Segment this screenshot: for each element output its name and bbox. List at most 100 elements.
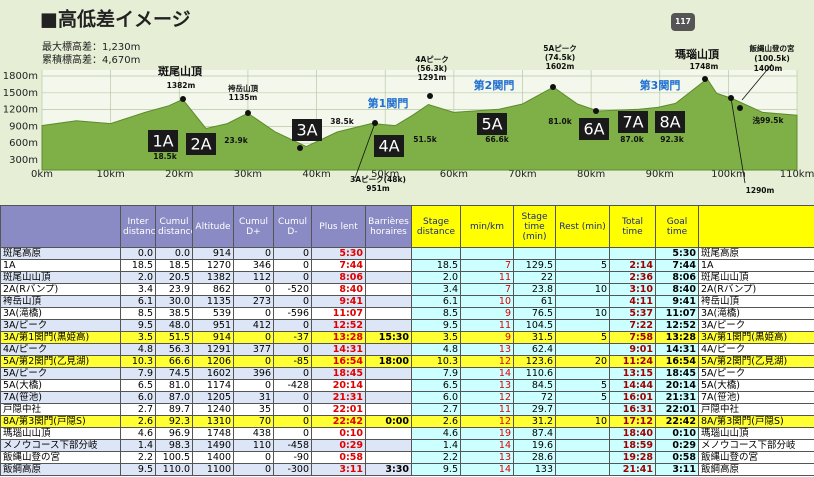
cell: 96.9 [155, 427, 193, 440]
cell: 7 [460, 283, 514, 296]
cell: 1206 [192, 355, 234, 368]
cell: 2A(Rバンプ) [698, 283, 814, 296]
cell: 10.3 [411, 355, 461, 368]
cell: 3A/ピーク [0, 319, 121, 332]
cell: 10.3 [120, 355, 156, 368]
header-cell [0, 205, 121, 248]
cell: 18:45 [655, 367, 699, 380]
header-row: Inter distanceCumul distanceAltitudeCumu… [0, 205, 814, 248]
cell [365, 403, 412, 416]
cell: 12 [460, 391, 514, 404]
cell: 12:52 [311, 319, 366, 332]
cell: 3.5 [120, 331, 156, 344]
cell: 4A/ピーク [0, 343, 121, 356]
cell: 5 [555, 379, 610, 392]
cell [555, 247, 610, 260]
peak-label: 38.5k [330, 117, 355, 126]
cell: 104.5 [513, 319, 556, 332]
peak-label: 951m [366, 184, 390, 193]
cell: 6.5 [120, 379, 156, 392]
cell: 11 [460, 403, 514, 416]
header-cell: Stage time (min) [513, 205, 556, 248]
peak-label: (74.5k) [545, 53, 575, 62]
cell: 3A/第1関門(黒姫高) [698, 331, 814, 344]
peak-label: 1748m [690, 62, 719, 71]
peak-label: 第2関門 [474, 78, 515, 92]
cell: 7:44 [311, 259, 366, 272]
header-cell: Total time [609, 205, 656, 248]
cell: 1270 [192, 259, 234, 272]
cell: 7A(笹池) [698, 391, 814, 404]
cell: 13:28 [311, 331, 366, 344]
cell: 2A(Rバンプ) [0, 283, 121, 296]
chart-title: ■高低差イメージ [40, 8, 191, 31]
header-cell: min/km [460, 205, 514, 248]
cell: メノウコース下部分岐 [0, 439, 121, 452]
peak-label: 23.9k [224, 136, 249, 145]
cell: 3.5 [411, 331, 461, 344]
y-tick-label: 1500m [3, 88, 38, 99]
cell: 0 [233, 379, 274, 392]
cell: 13 [460, 343, 514, 356]
x-tick-label: 0km [31, 169, 53, 180]
cell: 2:36 [609, 271, 656, 284]
x-tick-label: 90km [646, 169, 674, 180]
cell: 0.0 [120, 247, 156, 260]
cell: 3:11 [311, 463, 366, 476]
cell [555, 367, 610, 380]
cell: 0 [233, 247, 274, 260]
x-tick-label: 50km [371, 169, 399, 180]
cell: 19:28 [609, 451, 656, 464]
station-label: 8A [659, 113, 680, 132]
peak-label: 1291m [418, 73, 447, 82]
cell: 2.2 [120, 451, 156, 464]
peak-label: 5Aピーク [543, 43, 577, 53]
cell: 2:14 [609, 259, 656, 272]
x-tick-label: 20km [165, 169, 193, 180]
cell: 48.0 [155, 319, 193, 332]
cell: 1174 [192, 379, 234, 392]
cell: 10 [460, 295, 514, 308]
cell: 斑尾山山頂 [698, 271, 814, 284]
cell: 4.8 [411, 343, 461, 356]
cell: 29.7 [513, 403, 556, 416]
cell: 斑尾高原 [698, 247, 814, 260]
cell: 1A [698, 259, 814, 272]
y-tick-label: 600m [9, 138, 38, 149]
peak-label: 4Aピーク [415, 54, 449, 64]
cell [365, 283, 412, 296]
cell [365, 343, 412, 356]
cell: 9:41 [655, 295, 699, 308]
peak-label: (56.3k) [417, 64, 447, 73]
cell: -520 [273, 283, 312, 296]
cell: 3.4 [120, 283, 156, 296]
cell: 飯綱高原 [0, 463, 121, 476]
cell: 89.7 [155, 403, 193, 416]
peak-label: 袴岳山頂 [227, 83, 258, 93]
cell [555, 295, 610, 308]
cell: 51.5 [155, 331, 193, 344]
cell: 5 [555, 259, 610, 272]
x-tick-label: 110km [780, 169, 814, 180]
cell: 8.5 [120, 307, 156, 320]
cell: 0 [233, 307, 274, 320]
row: 5A(大橋) 6.5 81.0 1174 0 -428 20:14 6.5 13 84.5 5 14:… [0, 379, 814, 392]
cell: 1382 [192, 271, 234, 284]
x-tick-label: 60km [440, 169, 468, 180]
cell: 8A/第3関門(戸隠S) [698, 415, 814, 428]
cell: 22:01 [655, 403, 699, 416]
cell: 18.5 [155, 259, 193, 272]
cell [555, 271, 610, 284]
cell: 0 [273, 259, 312, 272]
row: 3A(滝橋) 8.5 38.5 539 0 -596 11:07 8.5 9 76.5 10 5:37… [0, 307, 814, 320]
cell: 66.6 [155, 355, 193, 368]
cell: 396 [233, 367, 274, 380]
peak-label: 1290m [746, 186, 775, 195]
row: 7A(笹池) 6.0 87.0 1205 31 0 21:31 6.0 12 72 5 16:01 21… [0, 391, 814, 404]
cell: 110 [233, 439, 274, 452]
cell: 56.3 [155, 343, 193, 356]
cell: 1100 [192, 463, 234, 476]
cell: 13 [460, 451, 514, 464]
station-label: 4A [378, 137, 399, 156]
cell: 412 [233, 319, 274, 332]
